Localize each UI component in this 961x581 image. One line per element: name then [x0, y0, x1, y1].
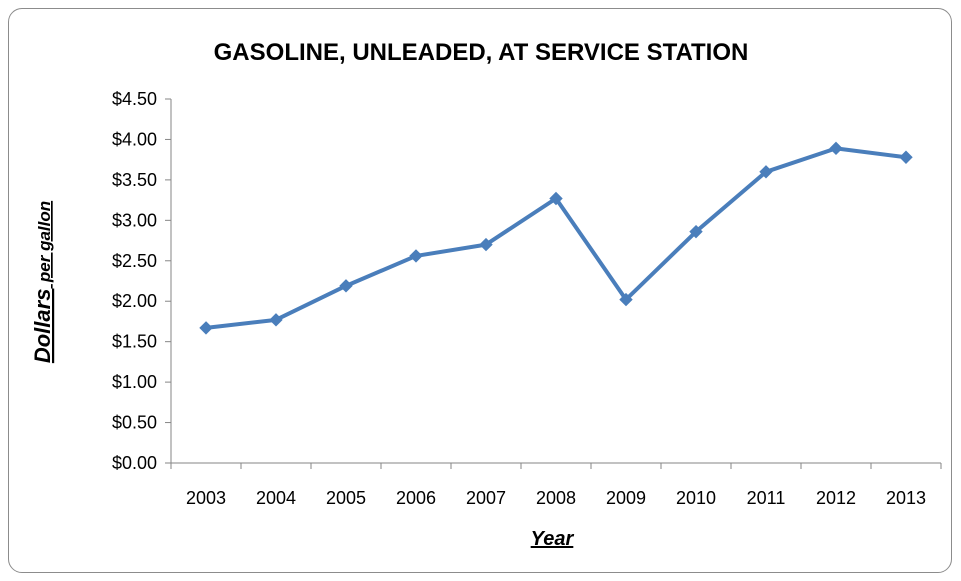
x-tick-label: 2011: [747, 488, 786, 508]
y-tick-label: $0.00: [112, 453, 157, 473]
y-tick-label: $1.50: [112, 332, 157, 352]
y-axis-title-suffix: per gallon: [35, 201, 54, 283]
y-tick-label: $1.00: [112, 372, 157, 392]
y-tick-label: $2.50: [112, 251, 157, 271]
chart-frame: [8, 8, 952, 573]
y-tick-label: $4.00: [112, 129, 157, 149]
y-tick-label: $2.00: [112, 291, 157, 311]
y-tick-label: $4.50: [112, 89, 157, 109]
x-tick-label: 2006: [396, 488, 436, 508]
chart-title: GASOLINE, UNLEADED, AT SERVICE STATION: [214, 39, 749, 66]
y-axis-title: Dollars per gallon: [30, 201, 55, 363]
y-tick-label: $0.50: [112, 413, 157, 433]
data-point-marker: [409, 249, 423, 263]
data-point-marker: [899, 150, 913, 164]
x-tick-label: 2009: [606, 488, 646, 508]
data-point-marker: [339, 279, 353, 293]
series-group: [199, 141, 913, 335]
y-axis-title-main: Dollars: [30, 289, 55, 364]
x-tick-label: 2007: [466, 488, 506, 508]
data-point-marker: [549, 191, 563, 206]
y-tick-label: $3.00: [112, 210, 157, 230]
x-tick-label: 2003: [186, 488, 226, 508]
x-tick-label: 2013: [886, 488, 926, 508]
x-tick-label: 2005: [326, 488, 366, 508]
data-point-marker: [479, 237, 493, 252]
x-axis-title: Year: [531, 528, 575, 550]
svg-text:Dollars per gallon: Dollars per gallon: [30, 201, 55, 363]
x-tick-label: 2010: [676, 488, 716, 508]
data-point-marker: [689, 224, 703, 239]
x-tick-label: 2004: [256, 488, 296, 508]
data-point-marker: [759, 165, 773, 179]
series-line: [204, 146, 908, 330]
data-point-marker: [269, 313, 283, 327]
data-point-marker: [199, 321, 213, 335]
axes: [170, 99, 941, 464]
data-point-marker: [619, 292, 633, 307]
x-tick-label: 2012: [816, 488, 856, 508]
data-point-marker: [829, 141, 843, 156]
y-axis: $0.00 $0.50 $1.00 $1.50 $2.00 $2.50 $3.00 $3.50…: [112, 89, 171, 473]
x-axis: 2003 2004 2005 2006 2007 2008 2009 2010 2011 2012…: [170, 463, 942, 508]
y-tick-label: $3.50: [112, 170, 157, 190]
x-tick-label: 2008: [536, 488, 576, 508]
